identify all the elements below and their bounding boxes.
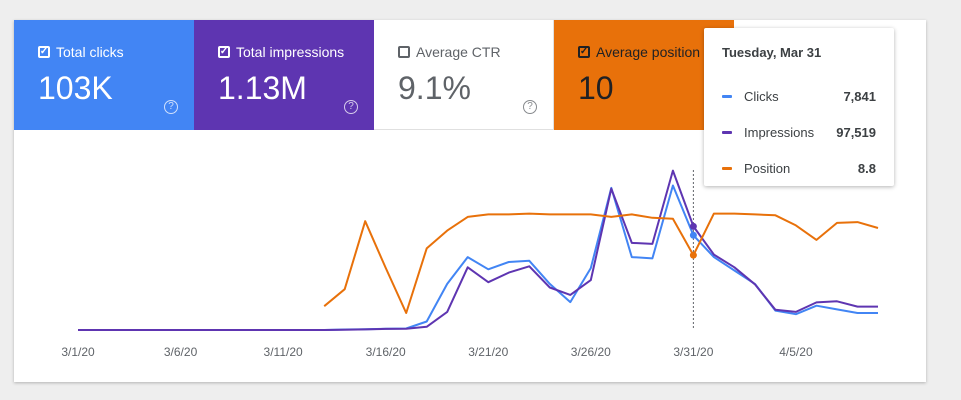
- checkbox-checked-icon[interactable]: ✓: [218, 46, 230, 58]
- metric-label: Total impressions: [236, 44, 345, 60]
- metric-label: Average position: [596, 44, 701, 60]
- checkbox-unchecked-icon[interactable]: [398, 46, 410, 58]
- metric-tabs: ✓ Total clicks 103K ? ✓ Total impression…: [14, 20, 926, 130]
- series-line-position: [323, 212, 879, 314]
- performance-line-chart[interactable]: 3/1/20 3/6/20 3/11/20 3/16/20 3/21/20 3/26/20…: [14, 20, 926, 382]
- x-tick-label: 3/1/20: [61, 345, 95, 359]
- x-tick-label: 4/5/20: [779, 345, 813, 359]
- metric-label: Total clicks: [56, 44, 124, 60]
- metric-label-row: ✓ Total impressions: [218, 44, 344, 60]
- metric-label: Average CTR: [416, 44, 501, 60]
- chart-tooltip: Tuesday, Mar 31 Clicks 7,841 Impressions…: [704, 28, 894, 186]
- metric-value: 10: [578, 70, 614, 106]
- metric-label-row: ✓ Total clicks: [38, 44, 124, 60]
- legend-swatch: [722, 130, 732, 134]
- x-tick-label: 3/21/20: [468, 345, 508, 359]
- tooltip-row-position: Position 8.8: [722, 158, 876, 178]
- tooltip-value: 8.8: [857, 160, 876, 176]
- x-tick-label: 3/16/20: [366, 345, 406, 359]
- checkbox-checked-icon[interactable]: ✓: [38, 46, 50, 58]
- performance-card: ✓ Total clicks 103K ? ✓ Total impression…: [14, 20, 926, 382]
- metric-value: 9.1%: [398, 70, 471, 106]
- highlight-point-clicks: [689, 231, 697, 239]
- tooltip-label: Impressions: [744, 124, 815, 140]
- metric-total-impressions[interactable]: ✓ Total impressions 1.13M ?: [194, 20, 374, 130]
- help-icon[interactable]: ?: [164, 100, 178, 114]
- tooltip-date: Tuesday, Mar 31: [722, 45, 822, 60]
- metric-average-ctr[interactable]: Average CTR 9.1% ?: [374, 20, 554, 130]
- series-line-clicks: [78, 184, 878, 331]
- metric-total-clicks[interactable]: ✓ Total clicks 103K ?: [14, 20, 194, 130]
- tooltip-label: Position: [744, 160, 791, 176]
- legend-swatch: [722, 94, 732, 98]
- help-icon[interactable]: ?: [523, 100, 537, 114]
- metric-value: 103K: [38, 70, 113, 106]
- highlight-point-position: [689, 251, 697, 259]
- tooltip-label: Clicks: [744, 88, 779, 104]
- tooltip-value: 7,841: [843, 88, 876, 104]
- metric-value: 1.13M: [218, 70, 307, 106]
- series-line-impressions: [78, 169, 878, 331]
- x-tick-label: 3/11/20: [264, 345, 303, 359]
- x-tick-label: 3/26/20: [571, 345, 611, 359]
- legend-swatch: [722, 166, 732, 170]
- checkbox-checked-icon[interactable]: ✓: [578, 46, 590, 58]
- highlight-point-impressions: [689, 222, 697, 230]
- help-icon[interactable]: ?: [344, 100, 358, 114]
- x-tick-label: 3/6/20: [164, 345, 198, 359]
- tooltip-row-impressions: Impressions 97,519: [722, 122, 876, 142]
- tooltip-value: 97,519: [836, 124, 876, 140]
- x-tick-label: 3/31/20: [673, 345, 713, 359]
- metric-label-row: ✓ Average position: [578, 44, 700, 60]
- metric-label-row: Average CTR: [398, 44, 501, 60]
- tooltip-row-clicks: Clicks 7,841: [722, 86, 876, 106]
